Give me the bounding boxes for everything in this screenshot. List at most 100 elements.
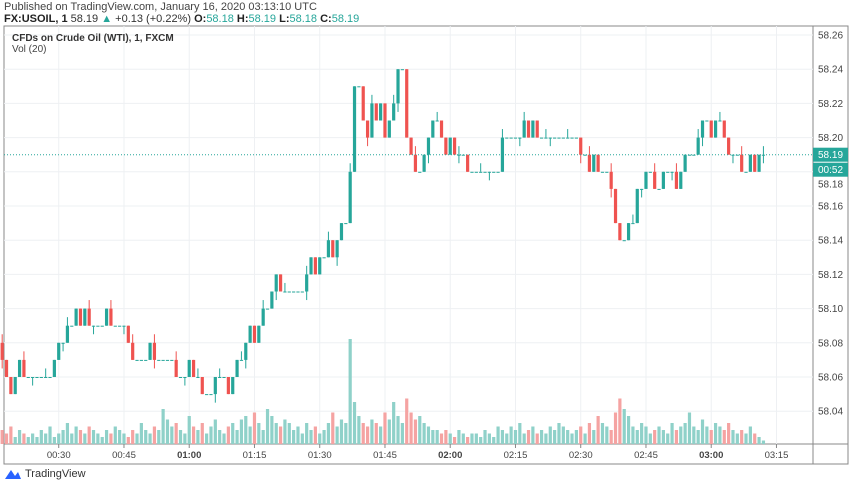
candle-body: [748, 154, 752, 172]
candle-body: [613, 188, 618, 224]
tradingview-logo[interactable]: TradingView: [4, 468, 86, 480]
volume-bar: [592, 430, 596, 444]
candle-body: [596, 154, 600, 172]
volume-bar: [757, 437, 761, 444]
candle-body: [387, 120, 391, 138]
volume-bar: [74, 426, 78, 444]
candle-body: [444, 137, 448, 155]
volume-bar: [261, 430, 265, 444]
countdown: 00:52: [818, 165, 843, 176]
volume-bar: [609, 430, 613, 444]
volume-bar: [753, 433, 757, 444]
volume-bar: [278, 426, 283, 444]
candle-body: [709, 120, 713, 138]
volume-bar: [235, 430, 239, 444]
brand-name: TradingView: [25, 468, 86, 480]
volume-bar: [326, 423, 331, 444]
candle-body: [640, 188, 644, 190]
y-tick-label: 58.20: [818, 133, 843, 144]
volume-bar: [570, 433, 574, 444]
candle-body: [653, 171, 657, 189]
last-price: 58.19: [70, 13, 99, 25]
volume-bar: [183, 433, 187, 444]
volume-bar: [744, 433, 748, 444]
volume-bar: [357, 416, 361, 444]
tradingview-logo-icon: [5, 470, 21, 479]
candle-body: [731, 154, 735, 156]
volume-bar: [109, 433, 113, 444]
volume-bar: [479, 437, 483, 444]
volume-bar: [22, 433, 26, 444]
candle-body: [87, 308, 91, 326]
candle-body: [605, 171, 609, 173]
candle-body: [648, 171, 652, 173]
volume-bar: [544, 433, 548, 444]
candle-body: [370, 103, 374, 138]
candle-body: [713, 120, 718, 138]
series-title: CFDs on Crude Oil (WTI), 1, FXCM: [12, 33, 174, 44]
candle-body: [374, 103, 378, 121]
volume-bar: [122, 433, 126, 444]
volume-bar: [640, 423, 644, 444]
candle-body: [305, 274, 309, 292]
volume-bar: [370, 419, 374, 444]
x-tick-label: 02:30: [569, 450, 593, 461]
volume-bar: [331, 412, 335, 444]
volume-bar: [400, 423, 404, 444]
candle-body: [418, 171, 422, 173]
candle-body: [470, 171, 474, 173]
volume-legend: Vol (20): [12, 44, 47, 55]
candle-body: [687, 154, 692, 156]
symbol-info: FX:USOIL, 1 58.19 ▲ +0.13 (+0.22%) O:58.…: [4, 13, 359, 25]
volume-bar: [579, 426, 583, 444]
candle-body: [278, 274, 283, 292]
candle-body: [35, 377, 39, 378]
candle-body: [183, 377, 187, 378]
candle-body: [344, 223, 348, 225]
volume-bar: [178, 430, 183, 444]
volume-bar: [439, 433, 444, 444]
candle-body: [44, 377, 48, 378]
low-label: L:: [279, 13, 290, 25]
volume-bar: [748, 426, 752, 444]
x-tick-label: 01:15: [243, 450, 267, 461]
candle-body: [722, 120, 726, 138]
candle-body: [265, 308, 270, 310]
candle-body: [622, 240, 626, 242]
volume-bar: [365, 426, 370, 444]
candle-body: [561, 137, 565, 139]
volume-bar: [379, 426, 383, 444]
x-tick-label: 01:45: [373, 450, 397, 461]
candle-body: [213, 377, 217, 395]
volume-bar: [483, 430, 487, 444]
candle-body: [518, 137, 522, 139]
volume-bar: [270, 416, 274, 444]
x-tick-label: 00:30: [47, 450, 71, 461]
candle-body: [592, 154, 596, 172]
open-value: 58.18: [206, 13, 234, 25]
grid: [4, 26, 813, 444]
volume-bar: [305, 423, 309, 444]
candle-body: [261, 308, 265, 326]
candle-body: [696, 137, 700, 155]
candle-body: [405, 69, 409, 138]
candle-body: [152, 342, 157, 360]
volume-bar: [622, 409, 626, 444]
change: +0.13 (+0.22%): [115, 13, 192, 25]
candle-body: [700, 120, 705, 138]
volume-bar: [26, 437, 30, 444]
candle-body: [566, 137, 570, 139]
price-tag-box: [813, 147, 848, 162]
volume-bar: [666, 433, 670, 444]
candle-body: [727, 137, 731, 155]
volume-bar: [65, 423, 70, 444]
candle-body: [531, 120, 535, 138]
candle-body: [392, 103, 396, 121]
volume-bar: [487, 433, 491, 444]
candle-body: [492, 171, 496, 173]
candle-body: [74, 308, 78, 326]
candle-body: [170, 359, 174, 361]
volume-bar: [431, 430, 435, 444]
chart-frame: [3, 25, 849, 465]
